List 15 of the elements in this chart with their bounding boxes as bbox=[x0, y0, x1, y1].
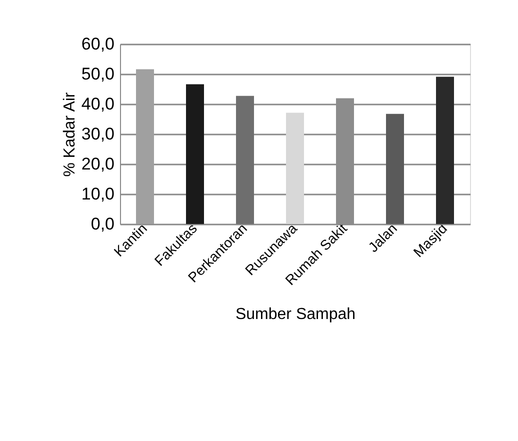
y-tick-label: 10,0 bbox=[81, 184, 114, 204]
bar bbox=[136, 69, 154, 224]
y-tick-label: 30,0 bbox=[81, 124, 114, 144]
bar bbox=[186, 84, 204, 224]
y-tick-label: 50,0 bbox=[81, 64, 114, 84]
bar bbox=[236, 96, 254, 224]
y-axis-title: % Kadar Air bbox=[61, 92, 78, 177]
y-tick-label: 60,0 bbox=[81, 34, 114, 54]
bar bbox=[286, 112, 304, 224]
y-tick-label: 20,0 bbox=[81, 154, 114, 174]
y-tick-label: 40,0 bbox=[81, 94, 114, 114]
x-axis-title: Sumber Sampah bbox=[235, 306, 356, 324]
bar bbox=[436, 76, 454, 224]
bar bbox=[386, 114, 404, 224]
y-tick-label: 0,0 bbox=[90, 214, 114, 234]
